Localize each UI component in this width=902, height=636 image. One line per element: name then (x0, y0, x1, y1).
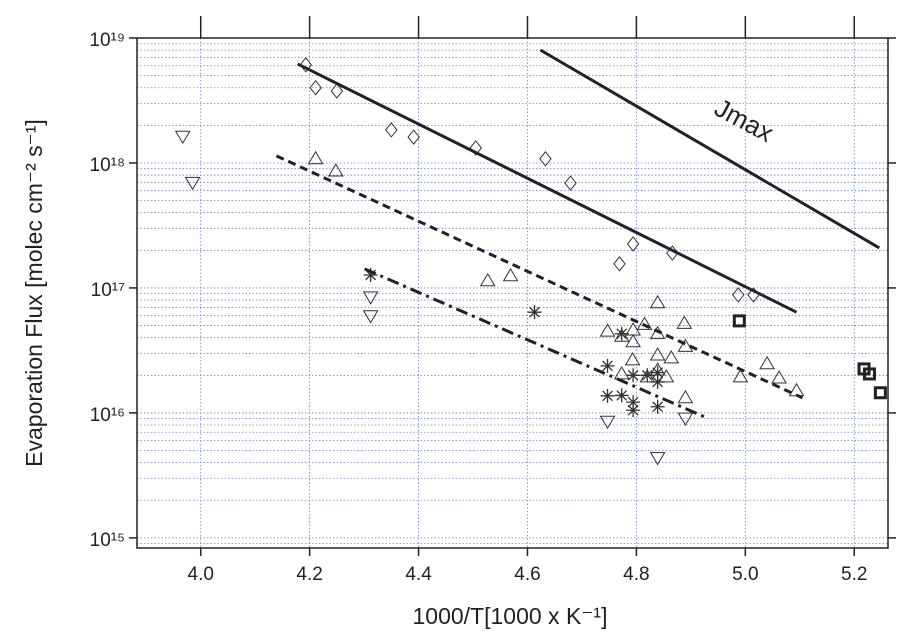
diamond-marker (564, 175, 577, 191)
x-tick-label: 5.2 (841, 564, 867, 585)
triangle-up-marker (732, 368, 749, 383)
asterisk-marker (363, 267, 378, 282)
fit-line (539, 48, 881, 250)
asterisk-marker (527, 305, 542, 320)
x-tick-label: 4.6 (514, 564, 540, 585)
annotation: Jmax (710, 92, 779, 148)
triangle-up-marker (479, 272, 496, 287)
x-axis-label: 1000/T[1000 x K⁻¹] (413, 603, 608, 629)
triangle-up-marker (613, 328, 630, 342)
triangle-down-marker (184, 176, 201, 191)
x-tick-label: 5.0 (732, 564, 758, 585)
triangle-up-marker (658, 368, 675, 383)
triangle-up-marker (676, 315, 693, 329)
asterisk-marker (650, 374, 665, 389)
y-tick-label: 10¹⁷ (91, 280, 125, 301)
triangle-down-marker (174, 130, 191, 145)
triangle-down-marker (362, 291, 379, 305)
triangle-up-marker (599, 323, 616, 337)
diamond-marker (626, 236, 640, 252)
triangle-down-marker (649, 452, 666, 466)
asterisk-marker (626, 395, 641, 410)
triangle-up-marker (663, 350, 680, 364)
fit-line (364, 267, 708, 420)
triangle-up-marker (649, 347, 666, 361)
y-tick-label: 10¹⁹ (89, 30, 125, 51)
diamond-marker (299, 57, 313, 73)
triangle-up-marker (307, 150, 324, 165)
triangle-up-marker (502, 267, 519, 282)
asterisk-marker (600, 358, 615, 373)
triangle-up-marker (624, 352, 641, 366)
x-tick-label: 4.4 (405, 564, 432, 585)
triangle-up-marker (636, 316, 653, 330)
triangle-up-marker (327, 163, 344, 177)
asterisk-marker (614, 388, 629, 403)
square-marker (862, 367, 876, 381)
x-tick-label: 4.0 (188, 564, 214, 585)
fit-line (275, 154, 804, 400)
triangle-up-marker (677, 389, 694, 404)
x-tick-label: 4.8 (623, 564, 649, 585)
diamond-marker (613, 256, 626, 272)
square-marker (732, 314, 746, 328)
triangle-down-marker (362, 310, 379, 324)
asterisk-marker (640, 368, 655, 383)
asterisk-marker (614, 326, 629, 341)
triangle-up-marker (759, 355, 775, 370)
triangle-down-marker (599, 415, 616, 430)
diamond-marker (385, 122, 398, 138)
y-axis-label: Evaporation Flux [molec cm⁻² s⁻¹] (21, 119, 47, 467)
asterisk-marker (626, 368, 641, 383)
asterisk-marker (626, 403, 641, 418)
triangle-up-marker (649, 294, 666, 309)
diamond-marker (469, 140, 482, 156)
y-tick-label: 10¹⁸ (90, 155, 125, 176)
triangle-down-marker (677, 412, 694, 427)
diamond-marker (539, 150, 552, 167)
triangle-up-marker (613, 365, 630, 380)
plot-frame (136, 37, 889, 549)
square-marker (873, 386, 887, 400)
diamond-marker (407, 129, 420, 145)
diamond-marker (731, 287, 745, 303)
y-tick-label: 10¹⁶ (90, 405, 125, 426)
asterisk-marker (650, 365, 665, 380)
diamond-marker (309, 79, 322, 96)
asterisk-marker (600, 388, 615, 403)
triangle-up-marker (625, 333, 642, 348)
x-tick-label: 4.2 (296, 564, 322, 585)
fit-line (296, 62, 798, 314)
diamond-marker (330, 83, 344, 99)
y-tick-label: 10¹⁵ (90, 530, 125, 551)
asterisk-marker (650, 399, 665, 414)
triangle-up-marker (677, 338, 694, 352)
triangle-up-marker (771, 370, 787, 384)
